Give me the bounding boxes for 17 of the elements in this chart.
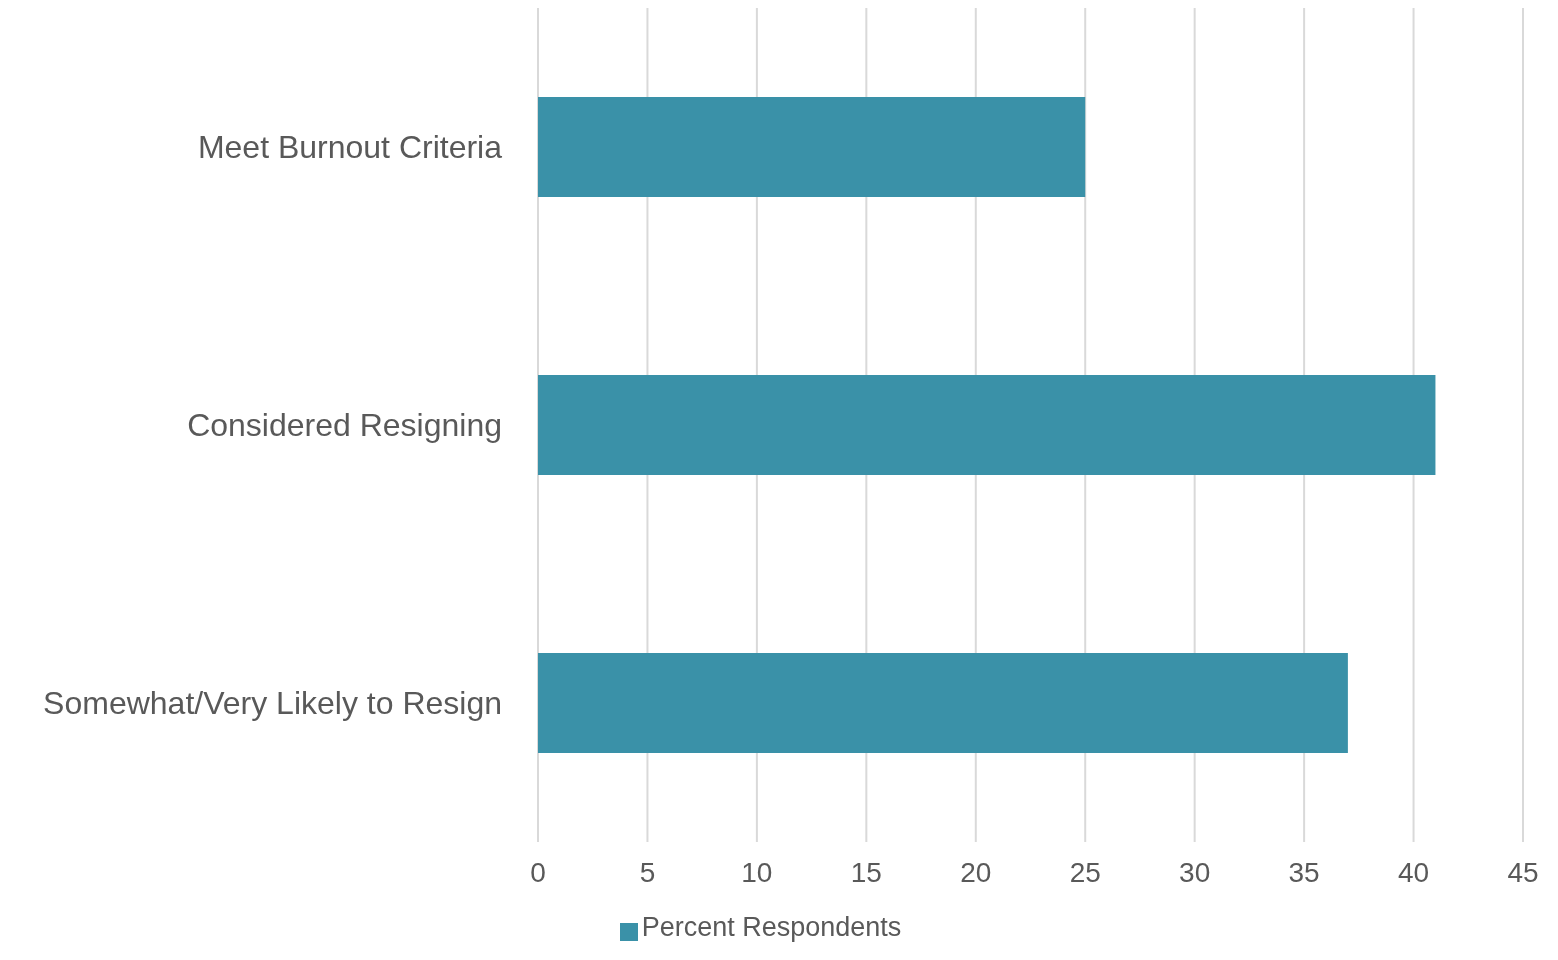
x-tick-label: 20 bbox=[960, 856, 992, 888]
x-tick-label: 15 bbox=[850, 856, 882, 888]
x-tick-label: 25 bbox=[1069, 856, 1101, 888]
bar bbox=[538, 374, 1436, 475]
y-tick-label: Somewhat/Very Likely to Resign bbox=[43, 685, 502, 722]
x-tick-label: 10 bbox=[741, 856, 773, 888]
x-tick-label: 45 bbox=[1507, 856, 1539, 888]
x-tick-label: 0 bbox=[530, 856, 546, 888]
bar bbox=[538, 652, 1348, 753]
bar bbox=[538, 96, 1086, 197]
y-tick-label: Meet Burnout Criteria bbox=[197, 129, 503, 166]
x-tick-label: 5 bbox=[639, 856, 656, 888]
y-tick-label: Considered Resigning bbox=[187, 407, 502, 444]
x-tick-label: 30 bbox=[1179, 856, 1211, 888]
x-tick-label: 35 bbox=[1288, 856, 1320, 888]
legend-label: Percent Respondents bbox=[641, 912, 902, 942]
x-tick-label: 40 bbox=[1397, 856, 1430, 888]
